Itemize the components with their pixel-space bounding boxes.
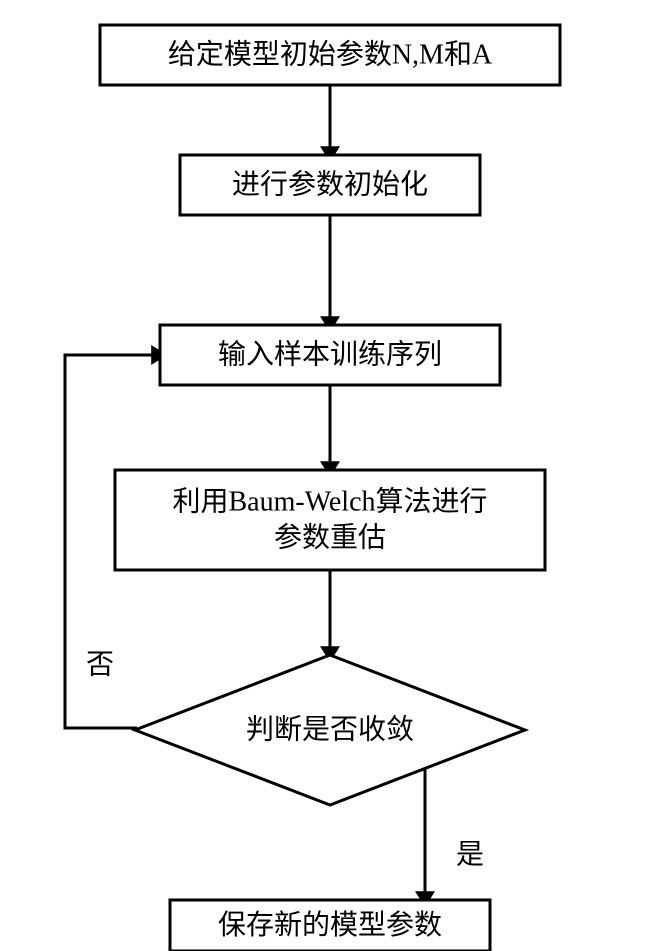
node-n1-text-0: 给定模型初始参数N,M和A xyxy=(168,39,493,71)
node-n4-text-0: 利用Baum-Welch算法进行 xyxy=(172,485,487,517)
node-n6-text-0: 保存新的模型参数 xyxy=(218,909,442,941)
node-n4 xyxy=(115,470,545,570)
node-n4-text-1: 参数重估 xyxy=(274,522,386,554)
edge-label-n5-n6: 是 xyxy=(456,840,484,871)
node-n5-text-0: 判断是否收敛 xyxy=(246,714,414,746)
edge-label-n5-n3: 否 xyxy=(86,650,114,681)
node-n2-text-0: 进行参数初始化 xyxy=(232,169,428,201)
node-n3-text-0: 输入样本训练序列 xyxy=(218,339,442,371)
